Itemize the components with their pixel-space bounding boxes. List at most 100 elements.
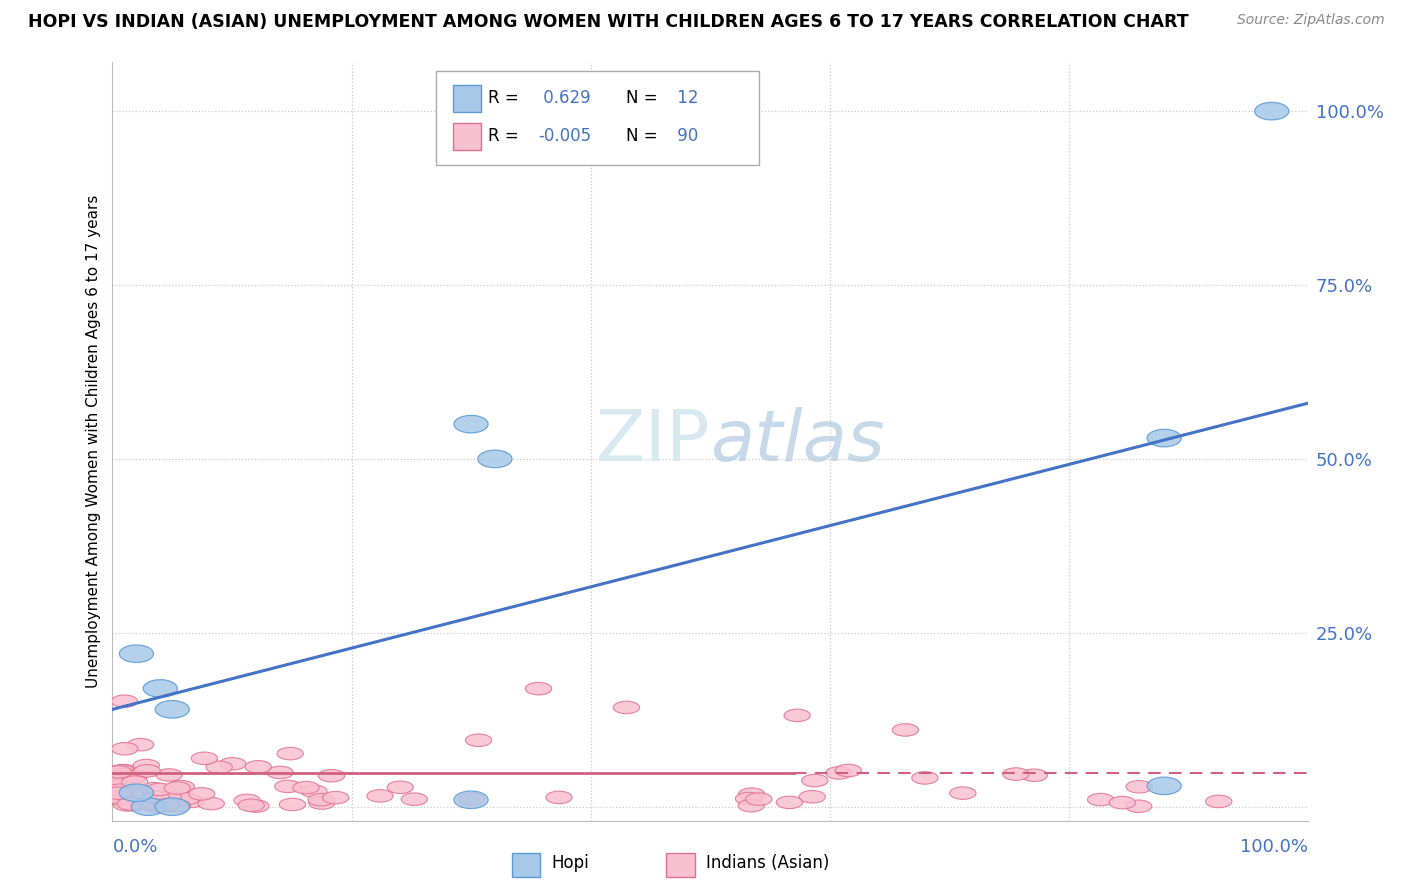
Text: 0.629: 0.629 (538, 89, 591, 107)
Text: 90: 90 (672, 128, 699, 145)
Ellipse shape (274, 780, 301, 793)
Ellipse shape (131, 798, 166, 815)
Ellipse shape (949, 787, 976, 799)
Ellipse shape (318, 770, 344, 782)
Text: Indians (Asian): Indians (Asian) (706, 855, 830, 872)
Text: Hopi: Hopi (551, 855, 589, 872)
Y-axis label: Unemployment Among Women with Children Ages 6 to 17 years: Unemployment Among Women with Children A… (86, 194, 101, 689)
Text: ZIP: ZIP (596, 407, 710, 476)
Ellipse shape (219, 757, 246, 770)
Ellipse shape (387, 781, 413, 794)
Ellipse shape (207, 761, 232, 773)
Ellipse shape (198, 797, 225, 810)
Ellipse shape (267, 766, 294, 779)
Ellipse shape (156, 769, 183, 781)
Ellipse shape (143, 791, 170, 804)
Ellipse shape (1087, 793, 1114, 805)
Ellipse shape (169, 780, 194, 793)
Text: Source: ZipAtlas.com: Source: ZipAtlas.com (1237, 13, 1385, 28)
Text: 12: 12 (672, 89, 699, 107)
Ellipse shape (738, 788, 765, 800)
Ellipse shape (776, 797, 803, 809)
Ellipse shape (155, 791, 181, 804)
Ellipse shape (146, 783, 173, 796)
Ellipse shape (121, 795, 148, 807)
Text: R =: R = (488, 89, 519, 107)
Ellipse shape (526, 682, 551, 695)
Ellipse shape (613, 701, 640, 714)
Ellipse shape (111, 764, 138, 777)
Ellipse shape (121, 770, 148, 782)
Ellipse shape (165, 781, 190, 794)
Ellipse shape (1147, 429, 1181, 447)
Ellipse shape (1021, 769, 1047, 781)
Ellipse shape (143, 800, 170, 813)
Ellipse shape (153, 799, 179, 812)
Text: 100.0%: 100.0% (1240, 838, 1308, 856)
Ellipse shape (120, 784, 153, 802)
Ellipse shape (105, 776, 132, 789)
Ellipse shape (308, 794, 335, 806)
Ellipse shape (120, 771, 146, 783)
Ellipse shape (465, 734, 492, 747)
Ellipse shape (105, 791, 132, 804)
Ellipse shape (105, 787, 132, 799)
Ellipse shape (165, 800, 191, 813)
Ellipse shape (143, 680, 177, 698)
Text: -0.005: -0.005 (538, 128, 592, 145)
Ellipse shape (322, 791, 349, 804)
Ellipse shape (243, 800, 269, 813)
Ellipse shape (120, 798, 146, 811)
Ellipse shape (911, 772, 938, 784)
Text: 0.0%: 0.0% (112, 838, 157, 856)
Ellipse shape (309, 797, 335, 809)
Ellipse shape (454, 791, 488, 808)
Text: N =: N = (626, 128, 657, 145)
Ellipse shape (238, 799, 264, 812)
Ellipse shape (401, 793, 427, 805)
Ellipse shape (825, 767, 852, 780)
Ellipse shape (893, 723, 918, 736)
Ellipse shape (173, 792, 200, 805)
Ellipse shape (801, 774, 828, 787)
Ellipse shape (280, 798, 305, 811)
Ellipse shape (292, 781, 319, 794)
Ellipse shape (233, 794, 260, 806)
Ellipse shape (111, 769, 136, 781)
Ellipse shape (110, 789, 136, 801)
Ellipse shape (153, 798, 180, 811)
Ellipse shape (155, 798, 190, 815)
Ellipse shape (738, 799, 765, 812)
Ellipse shape (141, 782, 166, 795)
Ellipse shape (745, 793, 772, 805)
Ellipse shape (799, 790, 825, 803)
Ellipse shape (458, 793, 485, 805)
Ellipse shape (454, 416, 488, 433)
Ellipse shape (105, 793, 132, 805)
Ellipse shape (136, 797, 162, 810)
Ellipse shape (127, 789, 153, 802)
Ellipse shape (1126, 780, 1153, 793)
Ellipse shape (117, 797, 143, 810)
Ellipse shape (110, 791, 136, 804)
Ellipse shape (111, 742, 138, 755)
Text: atlas: atlas (710, 407, 884, 476)
Ellipse shape (179, 795, 204, 807)
Ellipse shape (105, 781, 132, 794)
Ellipse shape (191, 752, 218, 764)
Ellipse shape (155, 789, 180, 802)
Text: HOPI VS INDIAN (ASIAN) UNEMPLOYMENT AMONG WOMEN WITH CHILDREN AGES 6 TO 17 YEARS: HOPI VS INDIAN (ASIAN) UNEMPLOYMENT AMON… (28, 13, 1188, 31)
Ellipse shape (1254, 103, 1289, 120)
Ellipse shape (114, 798, 139, 811)
Ellipse shape (107, 784, 134, 797)
Ellipse shape (142, 790, 169, 803)
Ellipse shape (1205, 795, 1232, 807)
Ellipse shape (301, 785, 328, 797)
Ellipse shape (1147, 777, 1181, 795)
Text: N =: N = (626, 89, 657, 107)
Ellipse shape (120, 645, 153, 663)
Ellipse shape (245, 761, 271, 773)
Ellipse shape (122, 776, 148, 789)
Ellipse shape (155, 700, 190, 718)
Ellipse shape (188, 788, 215, 800)
